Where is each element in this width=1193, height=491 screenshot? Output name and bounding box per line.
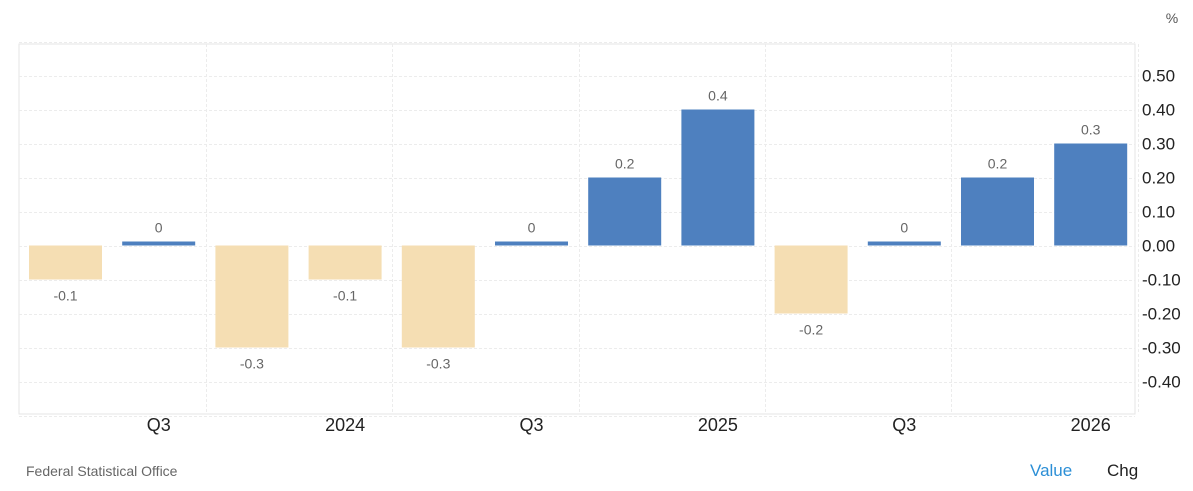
bar[interactable] xyxy=(122,241,196,246)
y-tick-label: -0.30 xyxy=(1142,339,1181,358)
data-label: -0.3 xyxy=(426,356,450,372)
bar[interactable] xyxy=(961,177,1034,246)
data-label: 0.2 xyxy=(988,156,1008,172)
data-labels-group: -0.1 0 -0.3 -0.1 -0.3 0 0.2 0.4 -0.2 0 0.2 0.3 xyxy=(53,88,1100,372)
data-label: 0.2 xyxy=(615,156,635,172)
x-tick-label: 2025 xyxy=(698,415,738,435)
bar[interactable] xyxy=(681,109,755,246)
y-tick-label: -0.40 xyxy=(1142,373,1181,392)
y-tick-label: 0.10 xyxy=(1142,203,1175,222)
data-label: 0 xyxy=(900,220,908,236)
bars-group xyxy=(29,109,1128,348)
x-tick-label: 2024 xyxy=(325,415,365,435)
bar[interactable] xyxy=(774,245,848,314)
data-label: 0.4 xyxy=(708,88,728,104)
y-axis-unit: % xyxy=(1166,10,1178,26)
bar[interactable] xyxy=(495,241,568,246)
y-tick-label: 0.30 xyxy=(1142,135,1175,154)
bar[interactable] xyxy=(401,245,475,348)
data-label: -0.1 xyxy=(333,288,357,304)
chg-toggle-button[interactable]: Chg xyxy=(1107,461,1139,480)
y-tick-label: -0.10 xyxy=(1142,271,1181,290)
bar[interactable] xyxy=(29,245,102,280)
x-axis: Q3 2024 Q3 2025 Q3 2026 xyxy=(147,415,1111,435)
x-tick-label: Q3 xyxy=(519,415,543,435)
x-tick-label: Q3 xyxy=(892,415,916,435)
bar[interactable] xyxy=(308,245,382,280)
data-label: -0.1 xyxy=(53,288,77,304)
y-tick-label: -0.20 xyxy=(1142,305,1181,324)
data-label: 0 xyxy=(528,220,536,236)
grid-lines xyxy=(18,42,1139,417)
bar-chart: -0.10-0.3-0.1-0.300.20.4-0.200.20.3 0.50… xyxy=(18,10,1181,435)
bar[interactable] xyxy=(1054,143,1128,246)
bar[interactable] xyxy=(867,241,941,246)
value-toggle-button[interactable]: Value xyxy=(1030,461,1073,480)
data-label: 0.3 xyxy=(1081,122,1101,138)
x-tick-label: Q3 xyxy=(147,415,171,435)
bar[interactable] xyxy=(588,177,662,246)
y-tick-label: 0.20 xyxy=(1142,169,1175,188)
data-label: -0.2 xyxy=(799,322,823,338)
y-axis: 0.50 0.40 0.30 0.20 0.10 0.00 -0.10 -0.20 -0.30 -… xyxy=(1142,67,1181,392)
plot-frame xyxy=(18,43,1136,415)
y-tick-label: 0.00 xyxy=(1142,237,1175,256)
y-tick-label: 0.50 xyxy=(1142,67,1175,86)
data-label: -0.3 xyxy=(240,356,264,372)
bar[interactable] xyxy=(215,245,289,348)
x-tick-label: 2026 xyxy=(1071,415,1111,435)
data-label: 0 xyxy=(155,220,163,236)
source-label: Federal Statistical Office xyxy=(26,463,178,479)
y-tick-label: 0.40 xyxy=(1142,101,1175,120)
